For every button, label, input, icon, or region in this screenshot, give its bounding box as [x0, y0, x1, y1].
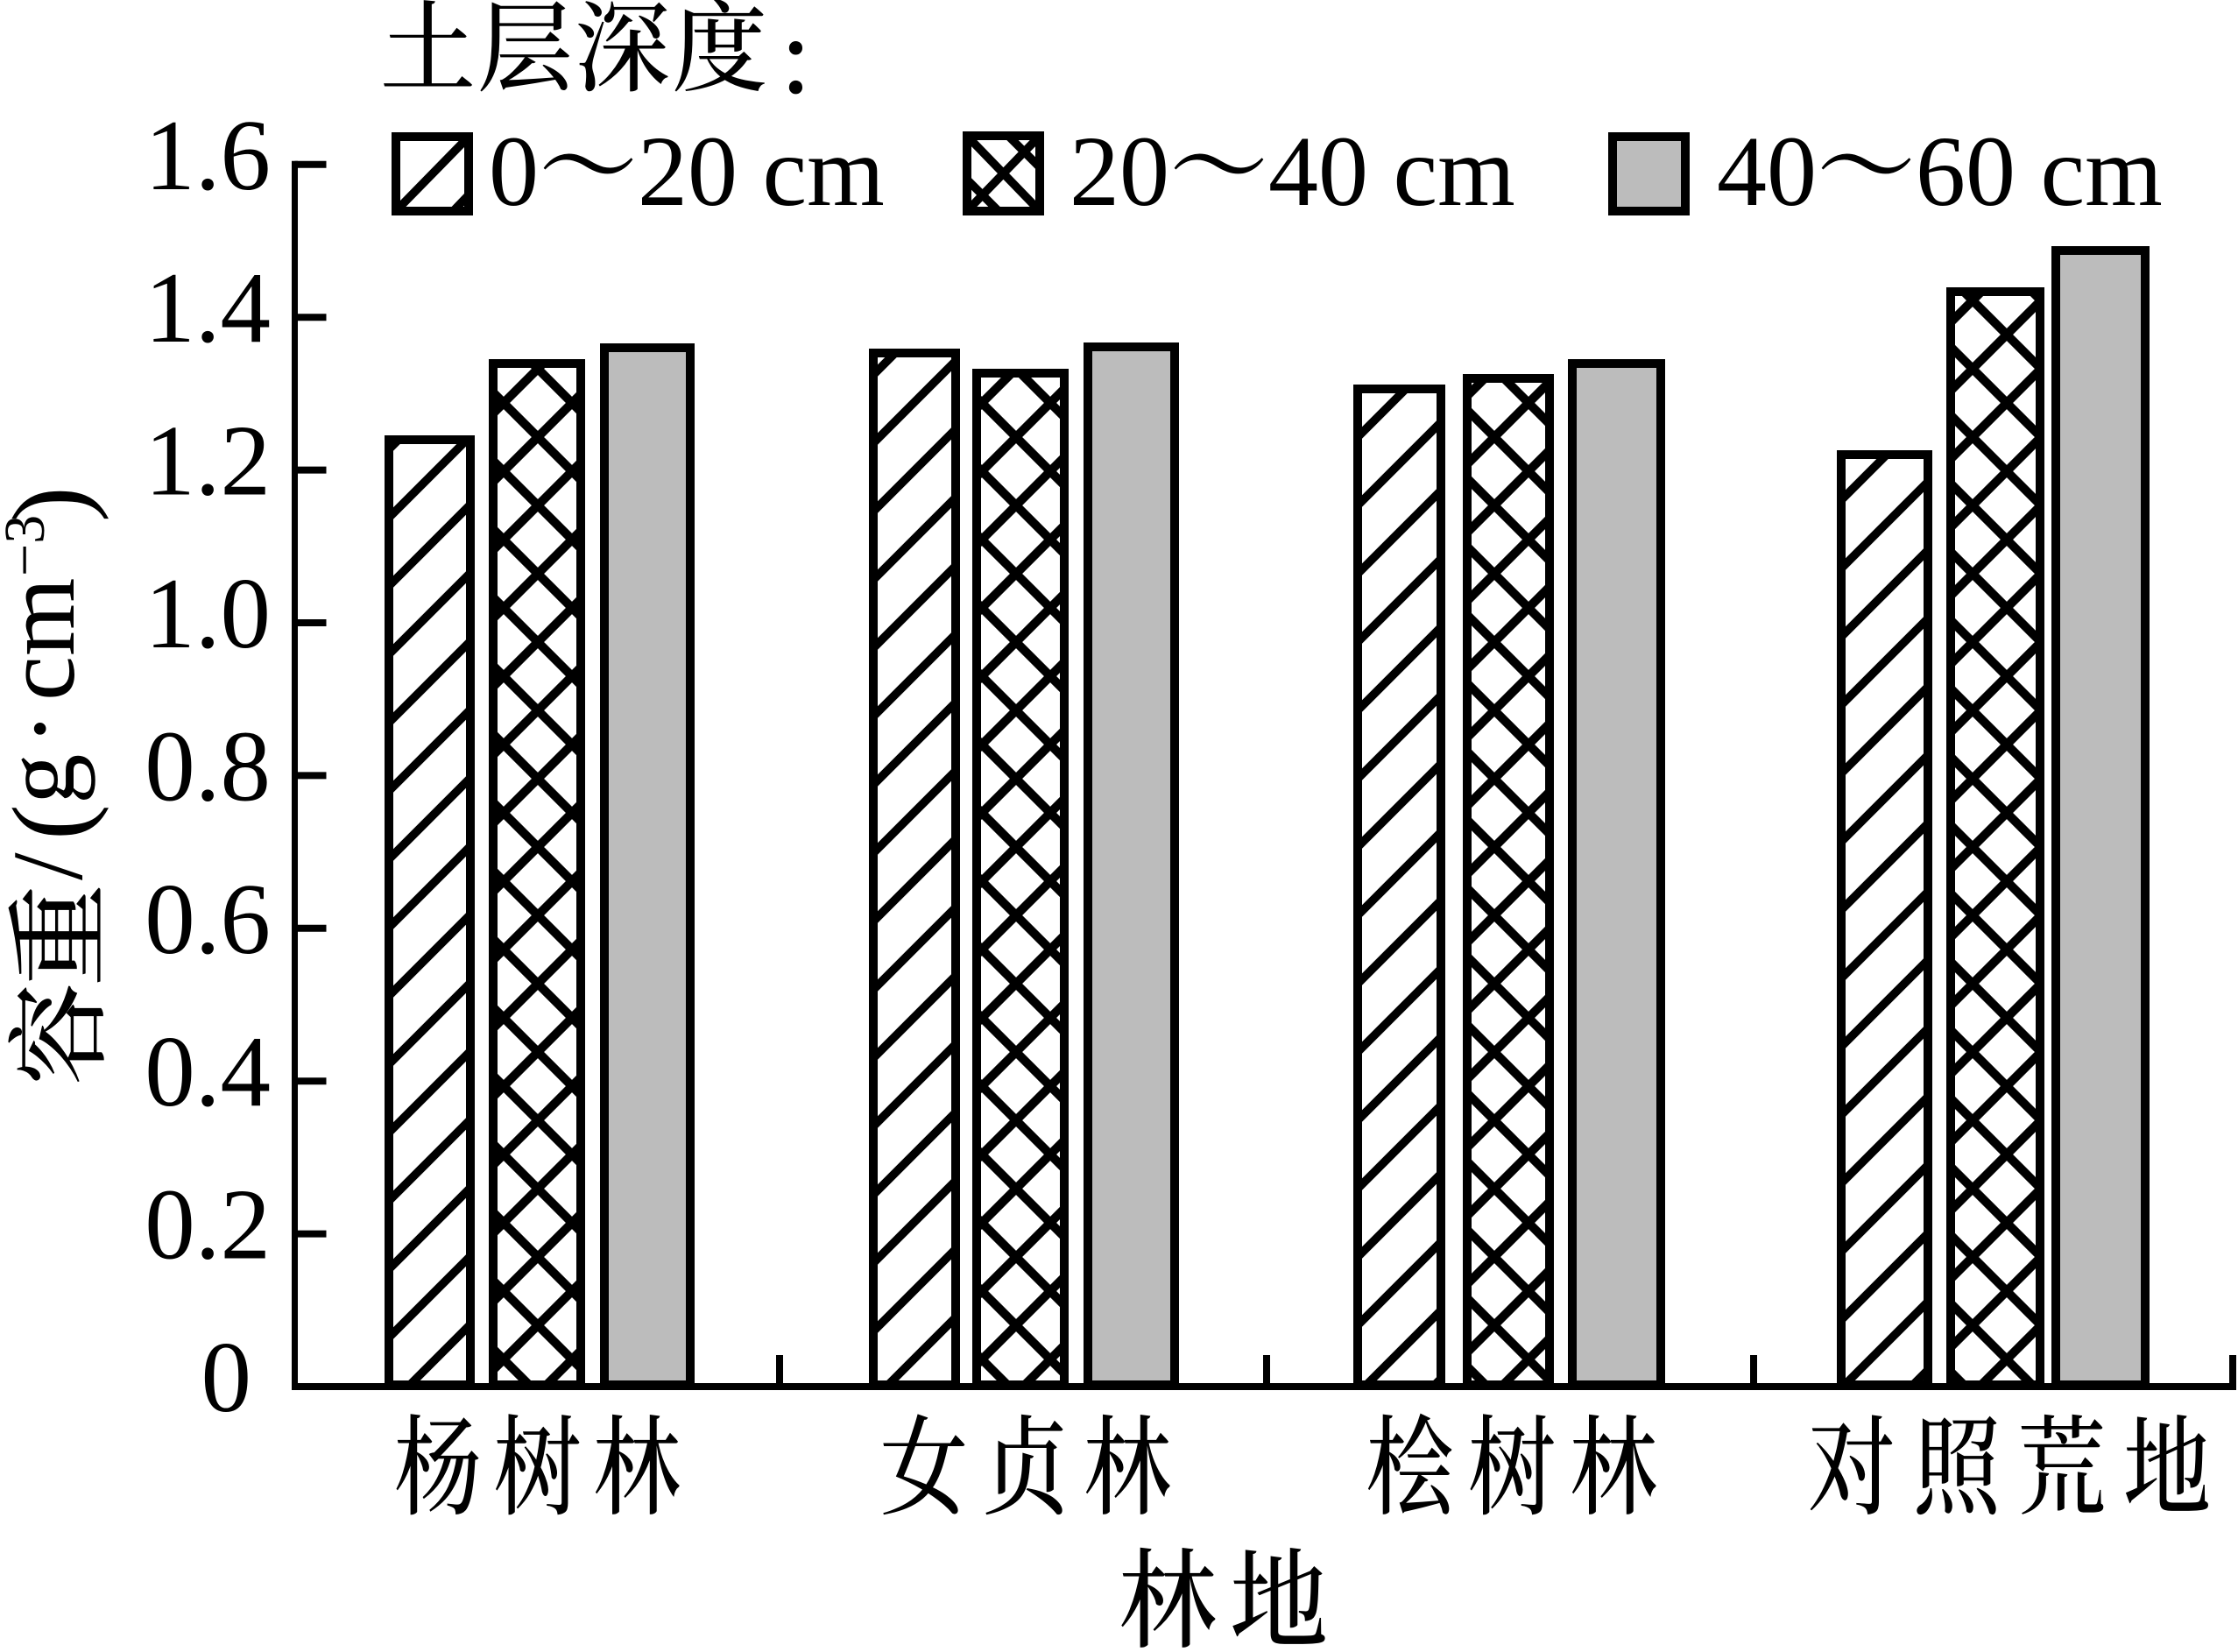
svg-text:0.6: 0.6 — [145, 864, 271, 975]
svg-text:g: g — [0, 754, 95, 805]
svg-text:·: · — [0, 712, 95, 745]
svg-text:0: 0 — [489, 116, 539, 227]
svg-text:1.2: 1.2 — [145, 406, 271, 517]
svg-text:0.4: 0.4 — [145, 1016, 271, 1127]
svg-text:1.6: 1.6 — [145, 100, 271, 211]
svg-text:0: 0 — [201, 1322, 252, 1433]
svg-text:): ) — [0, 486, 109, 522]
svg-text:0.8: 0.8 — [145, 710, 271, 822]
svg-text:/: / — [0, 852, 103, 880]
svg-text:20 cm: 20 cm — [638, 116, 885, 227]
svg-text:0.2: 0.2 — [145, 1169, 271, 1281]
svg-text:cm: cm — [0, 578, 95, 702]
svg-text:40 cm: 40 cm — [1268, 116, 1515, 227]
svg-text:40: 40 — [1717, 116, 1817, 227]
svg-text:1.4: 1.4 — [145, 252, 271, 364]
svg-text:−3: −3 — [0, 515, 57, 576]
svg-text:60 cm: 60 cm — [1916, 116, 2163, 227]
svg-text:1.0: 1.0 — [145, 558, 271, 669]
svg-text:(: ( — [0, 804, 109, 840]
svg-text:20: 20 — [1070, 116, 1169, 227]
